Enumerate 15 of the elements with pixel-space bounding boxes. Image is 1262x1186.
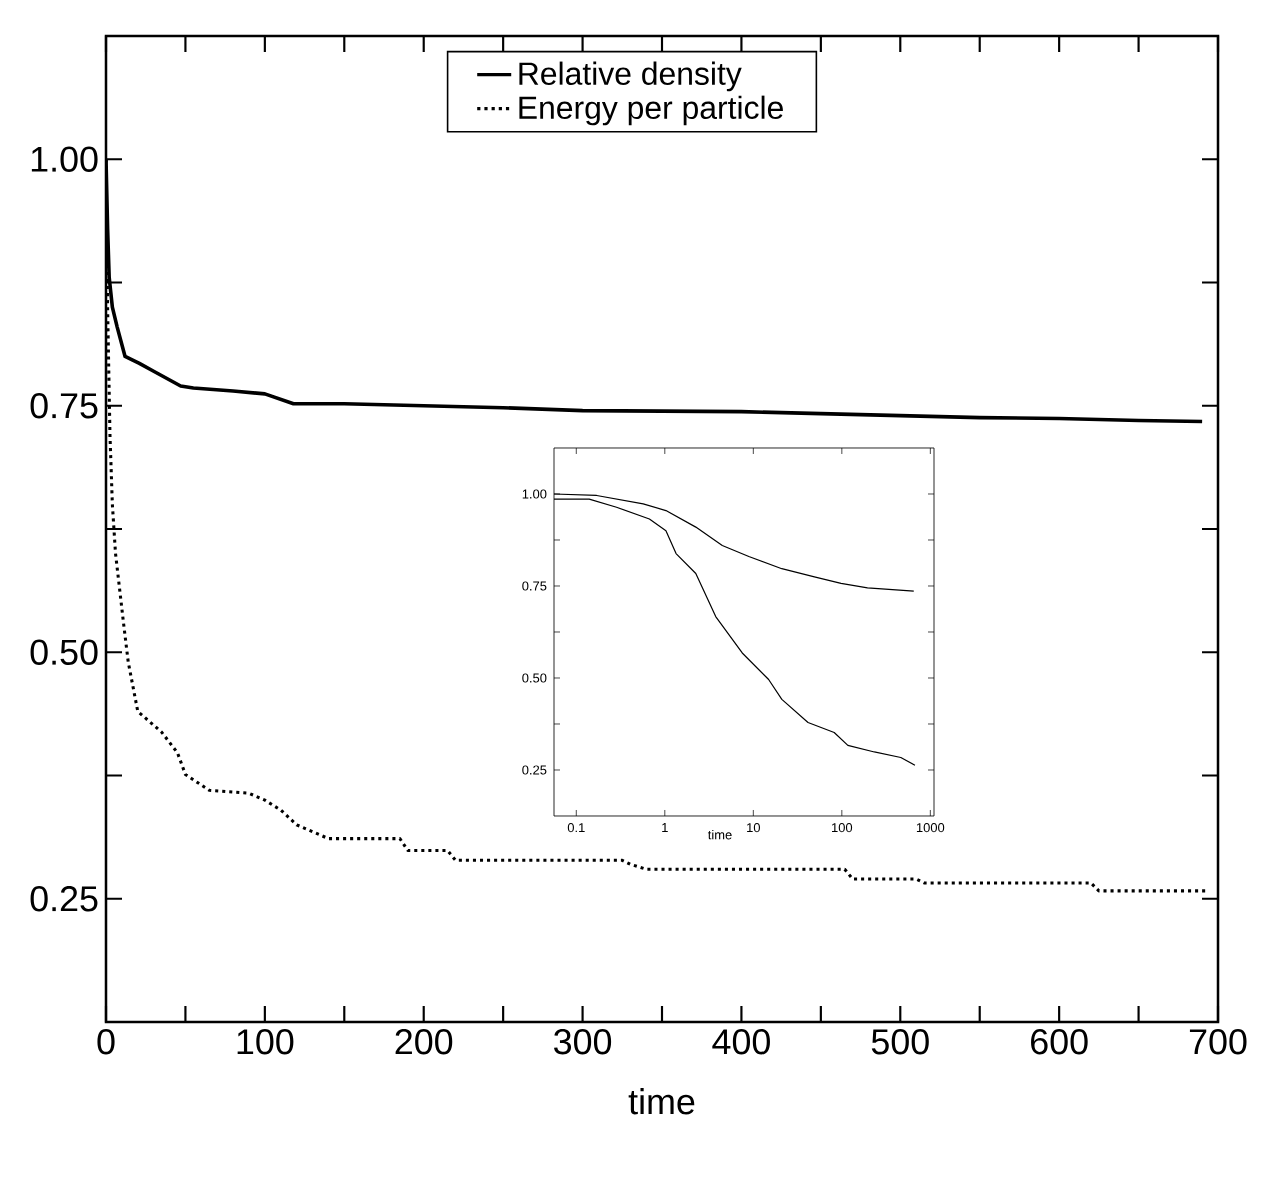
x-tick-label: 400 — [712, 1029, 770, 1055]
x-tick-label: 300 — [554, 1029, 612, 1055]
x-tick-label: 600 — [1031, 1029, 1088, 1055]
x-tick-label: 500 — [871, 1029, 929, 1055]
legend-label: Relative density — [519, 61, 742, 92]
y-tick-label: 0.25 — [30, 886, 98, 912]
legend-label: Energy per particle — [519, 95, 783, 126]
x-tick-label: 0 — [97, 1029, 115, 1055]
y-tick-label: 1.00 — [31, 146, 98, 172]
y-tick-label: 0.50 — [30, 639, 98, 665]
x-axis-title: time — [628, 1088, 695, 1115]
x-tick-label: 700 — [1189, 1029, 1247, 1055]
x-tick-label: 200 — [395, 1029, 453, 1055]
y-tick-label: 0.75 — [30, 393, 98, 419]
x-tick-label: 100 — [237, 1029, 294, 1055]
